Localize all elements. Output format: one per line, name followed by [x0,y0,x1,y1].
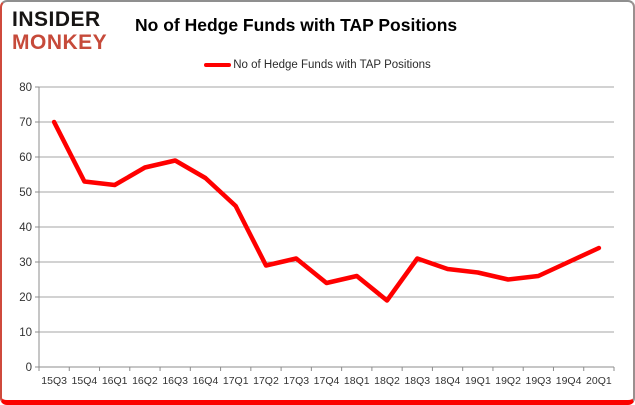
legend-label: No of Hedge Funds with TAP Positions [233,59,431,71]
logo-text-insider: INSIDER [12,8,101,31]
x-axis-tick-label: 19Q4 [556,375,582,387]
y-axis-tick-label: 40 [19,222,32,234]
x-axis-tick-label: 20Q1 [586,375,612,387]
x-axis-tick-label: 17Q4 [314,375,340,387]
x-axis-tick-label: 16Q2 [132,375,158,387]
logo-text-monkey: MONKEY [12,31,108,54]
x-axis-tick-label: 19Q3 [525,375,551,387]
insider-monkey-logo: INSIDER MONKEY [12,9,107,53]
x-axis-tick-label: 17Q1 [223,375,249,387]
x-axis-tick-label: 16Q4 [193,375,219,387]
x-axis-tick-label: 16Q1 [102,375,128,387]
x-axis-tick-label: 15Q3 [41,375,67,387]
x-axis-tick-label: 19Q1 [465,375,491,387]
x-axis-tick-label: 18Q3 [404,375,430,387]
y-axis-tick-label: 20 [19,292,32,304]
x-axis-tick-label: 17Q2 [253,375,279,387]
x-axis-tick-label: 18Q1 [344,375,370,387]
y-axis-tick-label: 50 [19,187,32,199]
x-axis-tick-label: 17Q3 [283,375,309,387]
y-axis-tick-label: 80 [19,82,32,94]
y-axis-tick-label: 30 [19,257,32,269]
x-axis-tick-label: 15Q4 [72,375,98,387]
chart-title: No of Hedge Funds with TAP Positions [135,15,458,35]
y-axis-tick-label: 60 [19,152,32,164]
y-axis-tick-label: 10 [19,327,32,339]
y-axis-tick-label: 0 [26,362,32,374]
x-axis-tick-label: 16Q3 [162,375,188,387]
y-axis-tick-label: 70 [19,117,32,129]
chart-legend: No of Hedge Funds with TAP Positions [2,59,633,71]
x-axis-tick-label: 18Q4 [435,375,461,387]
data-series-line [51,119,602,303]
x-axis-tick-label: 19Q2 [495,375,521,387]
legend-line-swatch [204,63,232,67]
x-axis-tick-label: 18Q2 [374,375,400,387]
